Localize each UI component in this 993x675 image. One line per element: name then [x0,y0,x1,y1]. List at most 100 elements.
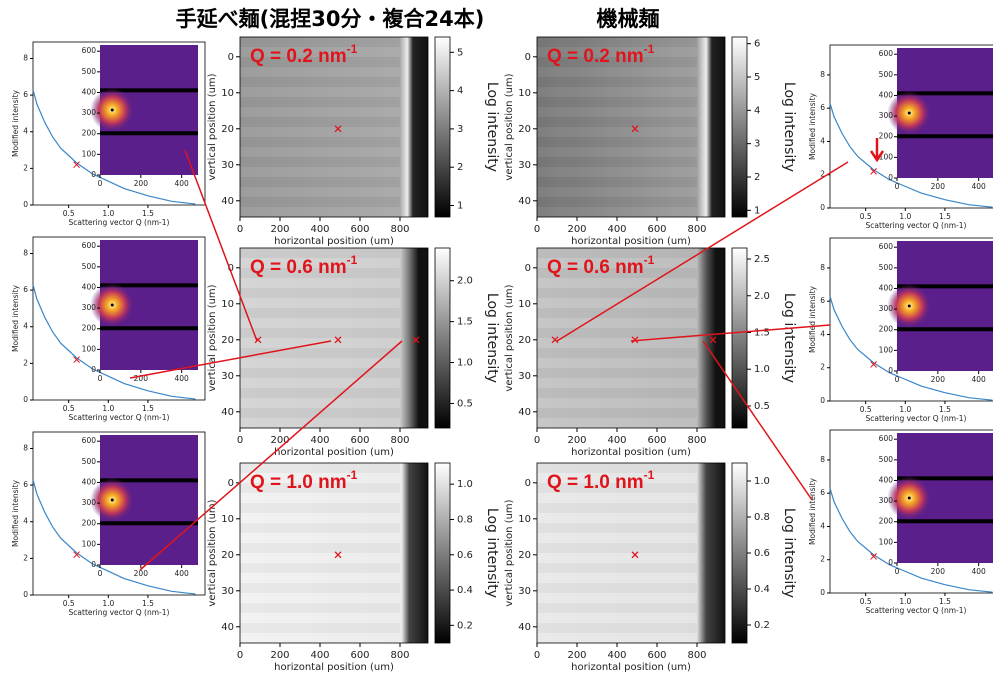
y-axis-label: vertical position (um) [504,73,515,180]
x-tick-label: 400 [310,224,329,235]
y-axis-label: vertical position (um) [207,73,218,180]
y-tick-label: 10 [221,514,234,525]
heatmap-stripe [537,408,697,418]
x-axis-label: Scattering vector Q (nm-1) [69,608,170,617]
x-tick-label: 1.0 [102,404,114,413]
y-tick-label: 10 [518,514,531,525]
heatmap-stripe [240,378,400,388]
colorbar-label: Log intensity [781,82,797,172]
inset-y-tick-label: 200 [879,325,894,334]
y-tick-label: 8 [820,263,825,272]
colorbar-tick-label: 0.5 [457,398,473,409]
heatmap-stripe [537,593,697,603]
y-tick-label: 2 [23,553,28,562]
y-tick-label: 20 [518,335,531,346]
y-tick-label: 8 [820,70,825,79]
inset-y-tick-label: 400 [879,90,894,99]
y-tick-label: 4 [23,517,28,526]
colorbar-tick-label: 0.6 [457,550,473,561]
q-value: Q = 1.0 nm [250,472,347,493]
heatmap-stripe [240,573,400,583]
inset-y-tick-label: 200 [879,132,894,141]
colorbar-tick-label: 4 [754,105,760,116]
heatmap-stripe [537,87,697,97]
heatmap-stripe [240,533,400,543]
colorbar-tick-label: 3 [457,124,463,135]
y-tick-label: 30 [518,586,531,597]
heatmap-stripe [240,157,400,167]
inset-y-tick-label: 100 [82,149,97,158]
heatmap-stripe [537,107,697,117]
heatmap-stripe [240,633,400,643]
heatmap-stripe [537,197,697,207]
x-axis-label: horizontal position (um) [571,662,691,673]
inset-y-tick-label: 500 [879,455,894,464]
q-exponent: -1 [644,468,655,482]
x-tick-label: 1.5 [939,212,951,221]
x-tick-label: 600 [647,224,666,235]
inset-x-tick-label: 0 [98,569,103,578]
y-tick-label: 0 [525,263,531,274]
x-tick-label: 800 [687,224,706,235]
y-tick-label: 4 [23,322,28,331]
heatmap-stripe [537,298,697,308]
y-tick-label: 30 [518,160,531,171]
x-axis-label: horizontal position (um) [571,236,691,247]
x-tick-label: 0 [237,650,243,661]
inset-y-tick-label: 500 [82,457,97,466]
colorbar-tick-label: 1.0 [457,358,473,369]
q-label: Q = 0.6 nm-1 [547,253,655,278]
inset-x-tick-label: 200 [134,179,149,188]
heatmap-stripe [537,97,697,107]
heatmap-stripe [537,623,697,633]
inset-x-tick-label: 200 [931,375,946,384]
y-tick-label: 40 [221,407,234,418]
y-tick-label: 10 [518,88,531,99]
y-axis-label: vertical position (um) [504,284,515,391]
q-label: Q = 0.6 nm-1 [250,253,358,278]
x-tick-label: 1.5 [142,404,154,413]
y-axis-label: Modified intensity [808,285,817,352]
y-tick-label: 8 [23,53,28,62]
inset-y-tick-label: 100 [879,537,894,546]
x-tick-label: 1.0 [102,209,114,218]
colorbar-tick-label: 6 [754,39,760,50]
heatmap-stripe [537,127,697,137]
inset-y-tick-label: 500 [82,67,97,76]
inset-y-tick-label: 400 [82,282,97,291]
beam-center [908,112,911,115]
x-tick-label: 400 [607,224,626,235]
heatmap-stripe [537,583,697,593]
y-tick-label: 40 [518,622,531,633]
x-tick-label: 1.5 [142,599,154,608]
inset-y-tick-label: 100 [879,345,894,354]
y-axis-label: Modified intensity [11,89,20,156]
heatmap-stripe [537,543,697,553]
heatmap-stripe [537,67,697,77]
y-tick-label: 30 [221,586,234,597]
colorbar-tick-label: 2.0 [754,291,770,302]
y-axis-label: Modified intensity [11,479,20,546]
y-tick-label: 6 [820,103,825,112]
colorbar-tick-label: 2 [754,172,760,183]
inset-y-tick-label: 600 [82,241,97,250]
x-tick-label: 0 [237,224,243,235]
heatmap-stripe [537,318,697,328]
inset-y-tick-label: 300 [82,303,97,312]
inset-y-tick-label: 600 [82,436,97,445]
heatmap-stripe [537,418,697,428]
inset-y-tick-label: 500 [879,70,894,79]
beam-center [111,304,114,307]
y-tick-label: 2 [23,163,28,172]
q-exponent: -1 [347,253,358,267]
colorbar [732,463,747,643]
y-tick-label: 8 [820,455,825,464]
heatmap-stripe [537,288,697,298]
heatmap-stripe [240,167,400,177]
colorbar-tick-label: 5 [457,47,463,58]
q-value: Q = 0.2 nm [250,46,347,67]
heatmap-stripe [537,137,697,147]
y-tick-label: 0 [23,200,28,209]
colorbar-tick-label: 1.0 [754,476,770,487]
colorbar-tick-label: 4 [457,86,463,97]
